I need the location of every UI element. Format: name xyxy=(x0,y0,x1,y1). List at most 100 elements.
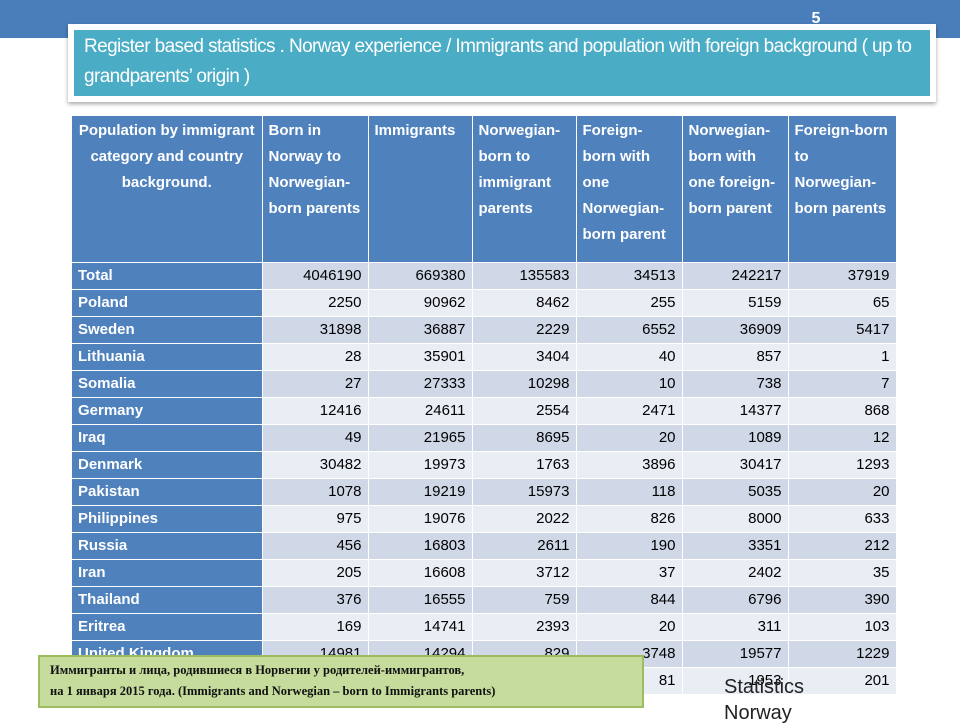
table-body: Total 4046190 669380 135583 34513 242217 37919… xyxy=(72,261,897,694)
row-value: 205 xyxy=(262,558,369,586)
row-country: Sweden xyxy=(72,315,263,343)
row-value: 14377 xyxy=(682,396,789,424)
table-row: Lithuania 28 35901 3404 40 857 1 xyxy=(72,342,897,370)
row-value: 21965 xyxy=(368,423,473,451)
row-value: 844 xyxy=(576,585,683,613)
row-value: 3351 xyxy=(682,531,789,559)
row-country: Poland xyxy=(72,288,263,316)
row-country: Pakistan xyxy=(72,477,263,505)
source-label: Statistics Norway xyxy=(724,674,954,726)
row-value: 27333 xyxy=(368,369,473,397)
row-value: 242217 xyxy=(682,261,789,289)
table-row: Germany 12416 24611 2554 2471 14377 868 xyxy=(72,396,897,424)
row-value: 14741 xyxy=(368,612,473,640)
row-value: 12416 xyxy=(262,396,369,424)
header-norwegian-born-immigrant-parents: Norwegian-born to immigrant parents xyxy=(472,116,577,262)
note-line-1: Иммигранты и лица, родившиеся в Норвегии… xyxy=(50,663,465,677)
row-value: 16803 xyxy=(368,531,473,559)
note-line-2: на 1 января 2015 года. (Immigrants and N… xyxy=(50,684,496,698)
row-value: 7 xyxy=(788,369,897,397)
table-row: Sweden 31898 36887 2229 6552 36909 5417 xyxy=(72,315,897,343)
row-value: 90962 xyxy=(368,288,473,316)
row-country: Russia xyxy=(72,531,263,559)
row-value: 3404 xyxy=(472,342,577,370)
row-value: 1229 xyxy=(788,639,897,667)
row-value: 1293 xyxy=(788,450,897,478)
row-value: 201 xyxy=(788,666,897,694)
row-value: 2554 xyxy=(472,396,577,424)
row-value: 36909 xyxy=(682,315,789,343)
row-value: 6796 xyxy=(682,585,789,613)
header-born-norway-norwegian-parents: Born in Norway to Norwegian-born parents xyxy=(262,116,369,262)
row-value: 3896 xyxy=(576,450,683,478)
row-value: 10298 xyxy=(472,369,577,397)
row-value: 3712 xyxy=(472,558,577,586)
row-value: 118 xyxy=(576,477,683,505)
row-value: 20 xyxy=(576,612,683,640)
table-header-row: Population by immigrant category and cou… xyxy=(72,116,897,262)
row-value: 456 xyxy=(262,531,369,559)
row-value: 1078 xyxy=(262,477,369,505)
row-value: 4046190 xyxy=(262,261,369,289)
header-norwegian-born-one-foreign-parent: Norwegian-born with one foreign-born par… xyxy=(682,116,789,262)
row-country: Lithuania xyxy=(72,342,263,370)
row-value: 40 xyxy=(576,342,683,370)
row-value: 1089 xyxy=(682,423,789,451)
row-value: 759 xyxy=(472,585,577,613)
row-value: 6552 xyxy=(576,315,683,343)
row-value: 8000 xyxy=(682,504,789,532)
row-value: 20 xyxy=(788,477,897,505)
row-value: 738 xyxy=(682,369,789,397)
row-value: 27 xyxy=(262,369,369,397)
row-value: 34513 xyxy=(576,261,683,289)
source-line-2: Norway xyxy=(724,702,792,724)
row-value: 169 xyxy=(262,612,369,640)
row-country: Eritrea xyxy=(72,612,263,640)
row-value: 1953 xyxy=(682,666,789,694)
title-box: Register based statistics . Norway exper… xyxy=(68,24,936,102)
row-value: 2402 xyxy=(682,558,789,586)
row-value: 5035 xyxy=(682,477,789,505)
table-row: Russia 456 16803 2611 190 3351 212 xyxy=(72,531,897,559)
note-box: Иммигранты и лица, родившиеся в Норвегии… xyxy=(38,655,644,708)
row-country: Denmark xyxy=(72,450,263,478)
slide-title: Register based statistics . Norway exper… xyxy=(74,30,930,96)
row-value: 19076 xyxy=(368,504,473,532)
slide-number: 5 xyxy=(811,10,821,27)
row-country: Iran xyxy=(72,558,263,586)
row-value: 633 xyxy=(788,504,897,532)
row-value: 15973 xyxy=(472,477,577,505)
table-row: Eritrea 169 14741 2393 20 311 103 xyxy=(72,612,897,640)
table-row: Philippines 975 19076 2022 826 8000 633 xyxy=(72,504,897,532)
row-value: 12 xyxy=(788,423,897,451)
table-row: Iraq 49 21965 8695 20 1089 12 xyxy=(72,423,897,451)
row-value: 37 xyxy=(576,558,683,586)
row-value: 5159 xyxy=(682,288,789,316)
row-value: 19973 xyxy=(368,450,473,478)
row-value: 2611 xyxy=(472,531,577,559)
row-value: 5417 xyxy=(788,315,897,343)
row-value: 30417 xyxy=(682,450,789,478)
row-value: 24611 xyxy=(368,396,473,424)
row-country: Iraq xyxy=(72,423,263,451)
row-value: 31898 xyxy=(262,315,369,343)
row-value: 390 xyxy=(788,585,897,613)
row-country: Somalia xyxy=(72,369,263,397)
row-country: Germany xyxy=(72,396,263,424)
table-row: Poland 2250 90962 8462 255 5159 65 xyxy=(72,288,897,316)
row-country: Philippines xyxy=(72,504,263,532)
row-value: 826 xyxy=(576,504,683,532)
row-value: 2471 xyxy=(576,396,683,424)
row-value: 2250 xyxy=(262,288,369,316)
row-value: 868 xyxy=(788,396,897,424)
row-value: 190 xyxy=(576,531,683,559)
row-value: 212 xyxy=(788,531,897,559)
row-value: 2393 xyxy=(472,612,577,640)
row-value: 857 xyxy=(682,342,789,370)
row-value: 975 xyxy=(262,504,369,532)
row-value: 30482 xyxy=(262,450,369,478)
row-value: 10 xyxy=(576,369,683,397)
header-foreign-born-one-norwegian-parent: Foreign-born with one Norwegian-born par… xyxy=(576,116,683,262)
row-value: 37919 xyxy=(788,261,897,289)
row-value: 2229 xyxy=(472,315,577,343)
